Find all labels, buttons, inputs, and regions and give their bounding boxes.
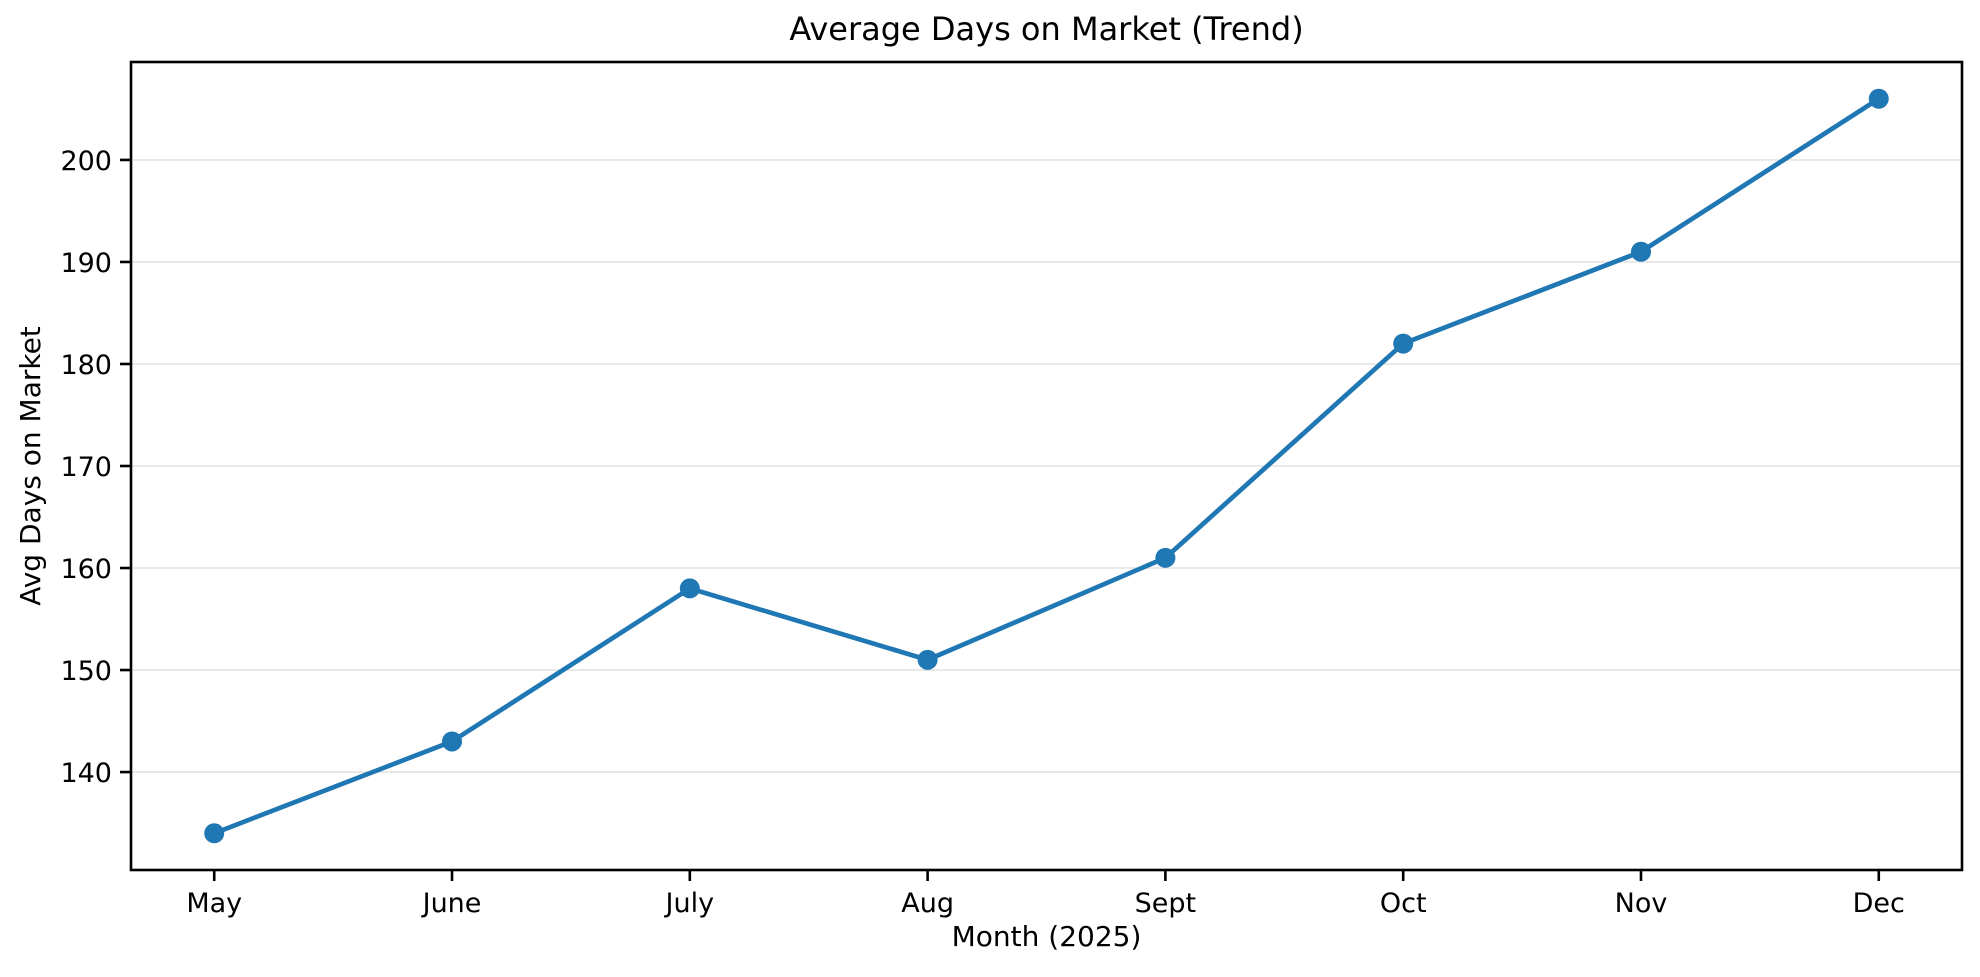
x-tick-label-may: May xyxy=(186,888,242,919)
x-tick-label-june: June xyxy=(421,888,482,919)
data-point-july xyxy=(679,578,700,599)
x-tick-label-aug: Aug xyxy=(901,888,954,919)
x-tick-label-nov: Nov xyxy=(1615,888,1668,919)
y-tick-label-160: 160 xyxy=(60,554,112,585)
x-axis-title: Month (2025) xyxy=(951,920,1142,953)
x-tick-label-sept: Sept xyxy=(1135,888,1196,919)
y-tick-label-150: 150 xyxy=(60,656,112,687)
data-point-oct xyxy=(1393,333,1414,354)
y-tick-label-200: 200 xyxy=(60,146,112,177)
chart-title: Average Days on Market (Trend) xyxy=(789,10,1304,48)
data-point-aug xyxy=(917,649,938,670)
y-tick-label-180: 180 xyxy=(60,350,112,381)
x-tick-label-oct: Oct xyxy=(1380,888,1427,919)
y-axis-title: Avg Days on Market xyxy=(14,326,47,606)
y-tick-label-190: 190 xyxy=(60,248,112,279)
data-point-sept xyxy=(1155,547,1176,568)
data-point-may xyxy=(204,823,225,844)
trend-line xyxy=(211,96,1882,836)
data-point-nov xyxy=(1630,241,1651,262)
y-tick-label-170: 170 xyxy=(60,452,112,483)
y-tick-label-140: 140 xyxy=(60,758,112,789)
x-tick-label-dec: Dec xyxy=(1853,888,1905,919)
data-point-dec xyxy=(1868,88,1889,109)
x-tick-label-july: July xyxy=(664,888,715,919)
data-point-june xyxy=(442,731,463,752)
